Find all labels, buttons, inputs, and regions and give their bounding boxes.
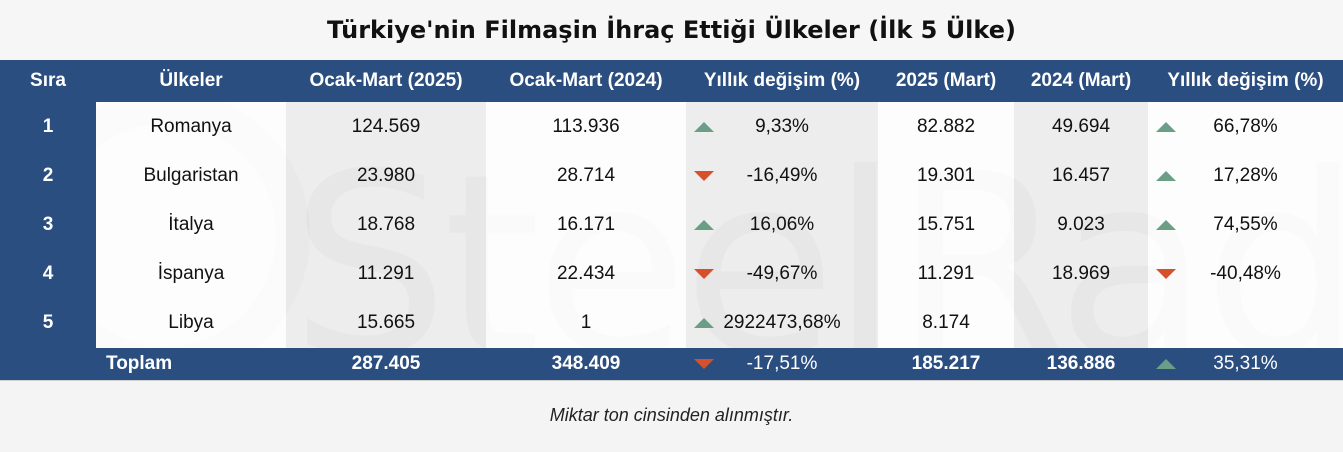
m-change-cell: 66,78% — [1148, 102, 1343, 151]
total-m2025: 185.217 — [878, 348, 1014, 380]
q2024-cell: 16.171 — [486, 200, 686, 249]
m-change-cell: 17,28% — [1148, 151, 1343, 200]
m2024-cell — [1014, 298, 1148, 348]
q-change-arrow-icon — [694, 219, 714, 230]
total-row: Toplam 287.405 348.409 -17,51% 185.217 1… — [0, 348, 1343, 380]
q-change-value: 2922473,68% — [723, 312, 841, 333]
q-change-cell: -16,49% — [686, 151, 878, 200]
total-q-change: -17,51% — [686, 348, 878, 380]
footnote: Miktar ton cinsinden alınmıştır. — [549, 405, 794, 425]
m2024-cell: 16.457 — [1014, 151, 1148, 200]
m-change-arrow-icon — [1156, 121, 1176, 132]
rank-cell: 2 — [0, 151, 96, 200]
col-header-country: Ülkeler — [96, 60, 286, 102]
m2025-cell: 11.291 — [878, 249, 1014, 298]
m-change-arrow-icon — [1156, 219, 1176, 230]
country-cell: İtalya — [96, 200, 286, 249]
total-q-change-value: -17,51% — [746, 353, 818, 374]
q-change-value: 9,33% — [755, 115, 809, 137]
q-change-arrow-icon — [694, 318, 714, 328]
q-change-arrow-icon — [694, 170, 714, 181]
m-change-value: -40,48% — [1210, 262, 1281, 284]
total-q2025: 287.405 — [286, 348, 486, 380]
q-change-arrow-icon — [694, 121, 714, 132]
q-change-arrow-icon — [694, 268, 714, 279]
divider — [0, 380, 1343, 381]
col-header-m2025: 2025 (Mart) — [878, 60, 1014, 102]
m-change-arrow-icon — [1156, 268, 1176, 279]
q2024-cell: 28.714 — [486, 151, 686, 200]
m2024-cell: 9.023 — [1014, 200, 1148, 249]
country-cell: İspanya — [96, 249, 286, 298]
m2025-cell: 19.301 — [878, 151, 1014, 200]
page-title: Türkiye'nin Filmaşin İhraç Ettiği Ülkele… — [0, 0, 1343, 61]
m-change-value: 17,28% — [1213, 164, 1278, 186]
m2024-cell: 18.969 — [1014, 249, 1148, 298]
table-row: 3 İtalya 18.768 16.171 16,06% 15.751 9.023 74,5… — [0, 200, 1343, 249]
total-label: Toplam — [96, 348, 286, 380]
header-row: Sıra Ülkeler Ocak-Mart (2025) Ocak-Mart … — [0, 60, 1343, 102]
m2024-cell: 49.694 — [1014, 102, 1148, 151]
total-m-change: 35,31% — [1148, 348, 1343, 380]
m-change-arrow-icon — [1156, 170, 1176, 181]
m-change-cell: 74,55% — [1148, 200, 1343, 249]
table-row: 2 Bulgaristan 23.980 28.714 -16,49% 19.301 16.… — [0, 151, 1343, 200]
q2025-cell: 23.980 — [286, 151, 486, 200]
col-header-m2024: 2024 (Mart) — [1014, 60, 1148, 102]
m2025-cell: 8.174 — [878, 298, 1014, 348]
country-cell: Bulgaristan — [96, 151, 286, 200]
table-row: 4 İspanya 11.291 22.434 -49,67% 11.291 18.969-… — [0, 249, 1343, 298]
q2024-cell: 22.434 — [486, 249, 686, 298]
q2025-cell: 18.768 — [286, 200, 486, 249]
m2025-cell: 82.882 — [878, 102, 1014, 151]
total-q2024: 348.409 — [486, 348, 686, 380]
table-row: 5 Libya 15.665 1 2922473,68% 8.174 — [0, 298, 1343, 348]
q-change-cell: -49,67% — [686, 249, 878, 298]
q2025-cell: 15.665 — [286, 298, 486, 348]
col-header-q2024: Ocak-Mart (2024) — [486, 60, 686, 102]
q-change-cell: 16,06% — [686, 200, 878, 249]
q2025-cell: 11.291 — [286, 249, 486, 298]
q2024-cell: 1 — [486, 298, 686, 348]
total-rank-cell — [0, 348, 96, 380]
table-row: 1 Romanya 124.569 113.936 9,33% 82.882 49.694 6… — [0, 102, 1343, 151]
q2025-cell: 124.569 — [286, 102, 486, 151]
total-q-arrow-icon — [694, 359, 714, 369]
q-change-cell: 9,33% — [686, 102, 878, 151]
m-change-cell: -40,48% — [1148, 249, 1343, 298]
col-header-m-change: Yıllık değişim (%) — [1148, 60, 1343, 102]
rank-cell: 1 — [0, 102, 96, 151]
col-header-q-change: Yıllık değişim (%) — [686, 60, 878, 102]
q-change-value: -49,67% — [746, 262, 818, 284]
country-cell: Romanya — [96, 102, 286, 151]
q-change-value: 16,06% — [749, 213, 815, 235]
total-m-change-value: 35,31% — [1213, 353, 1278, 374]
total-m-arrow-icon — [1156, 359, 1176, 369]
col-header-rank: Sıra — [0, 60, 96, 102]
m-change-value: 66,78% — [1213, 115, 1278, 137]
rank-cell: 3 — [0, 200, 96, 249]
m-change-value: 74,55% — [1213, 213, 1278, 235]
q-change-cell: 2922473,68% — [686, 298, 878, 348]
export-table: Sıra Ülkeler Ocak-Mart (2025) Ocak-Mart … — [0, 60, 1343, 380]
q2024-cell: 113.936 — [486, 102, 686, 151]
country-cell: Libya — [96, 298, 286, 348]
total-m2024: 136.886 — [1014, 348, 1148, 380]
m-change-cell — [1148, 298, 1343, 348]
col-header-q2025: Ocak-Mart (2025) — [286, 60, 486, 102]
rank-cell: 4 — [0, 249, 96, 298]
q-change-value: -16,49% — [746, 164, 818, 186]
rank-cell: 5 — [0, 298, 96, 348]
m2025-cell: 15.751 — [878, 200, 1014, 249]
